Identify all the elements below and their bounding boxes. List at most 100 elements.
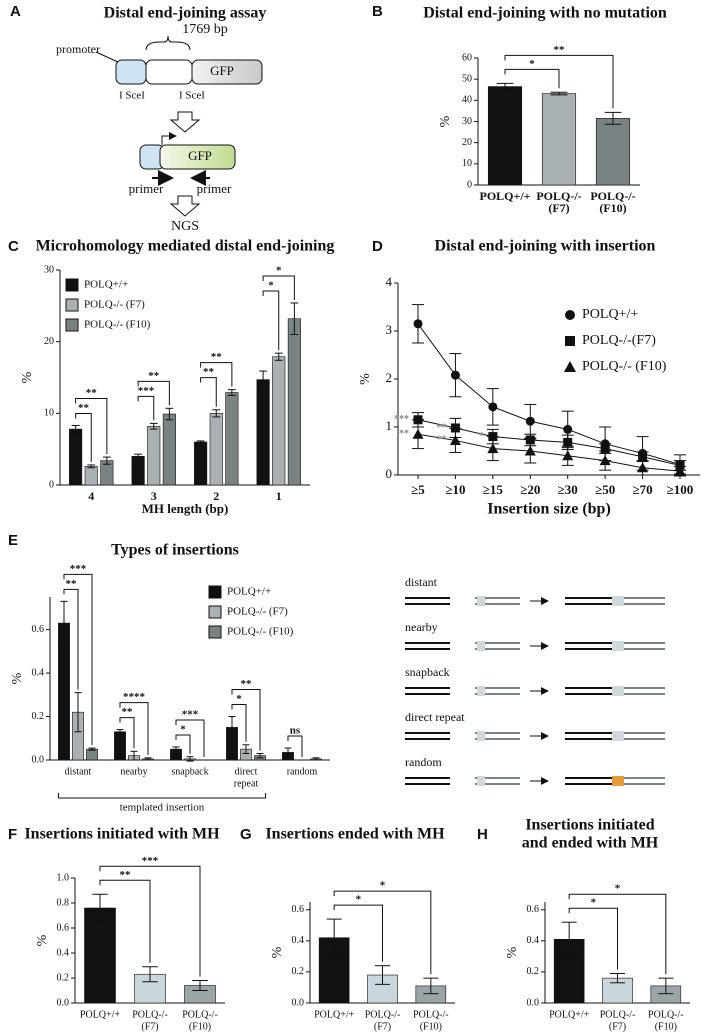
x-tick-label: POLQ-/- [590,189,635,203]
tss-arrow [161,132,177,145]
y-tick-label: 0.0 [32,754,45,765]
significance-bracket [137,380,170,406]
y-axis-label: % [35,934,50,946]
significance-bracket [119,702,149,755]
y-tick-label: 0.4 [527,935,540,946]
x-tick-label: POLQ-/- [132,1009,168,1020]
insert [612,686,624,696]
significance-label: * [380,880,386,892]
significance-bracket [99,879,151,963]
significance-label: ** [203,366,215,378]
significance-label: ** [66,578,78,590]
significance-label: *** [138,385,155,397]
x-tick-label: ≥70 [633,482,653,497]
chart-title: Distal end-joining with insertion [435,238,656,255]
significance-bracket [200,377,217,407]
legend-label: POLQ+/+ [227,586,271,598]
x-tick-label: nearby [120,766,147,777]
marker [525,416,535,426]
insert [612,641,624,651]
y-tick-label: 1 [386,418,393,433]
y-tick-label: 0 [467,179,472,190]
template [477,641,485,651]
y-tick-label: 30 [44,264,54,275]
y-tick-label: 20 [462,137,472,148]
x-tick-label: POLQ-/- [413,1009,449,1020]
marker [565,336,575,346]
panel-label: D [372,238,383,255]
y-axis-label: % [270,946,285,958]
panel-label: F [8,826,17,843]
chart-title: and ended with MH [522,835,659,852]
insert [612,776,624,786]
legend-swatch [208,585,222,599]
significance-label: ** [120,869,132,881]
marker [449,434,461,445]
legend-swatch [65,298,79,312]
x-tick-label: distant [65,766,92,777]
x-tick-label: ≥5 [411,482,425,497]
marker [565,310,575,320]
bar [86,748,98,761]
diagram-title: Distal end-joining assay [104,5,267,22]
primer-label: primer [197,181,232,196]
significance-label: ** [78,402,90,414]
x-tick-label: (F10) [420,1021,442,1032]
significance-label: ** [554,44,566,56]
marker [563,437,573,447]
significance-bracket [63,573,93,746]
primer-label: primer [129,181,164,196]
chart-title: Insertions initiated with MH [24,826,220,843]
legend-swatch [65,318,79,332]
x-tick-label: ≥10 [445,482,465,497]
x-tick-label: snapback [171,766,208,777]
bar [256,379,270,486]
x-tick-label: POLQ-/- [600,1009,636,1020]
legend-label: POLQ-/- (F10) [227,626,294,638]
bar [272,356,286,486]
marker [562,450,574,461]
significance-label: ** [211,351,223,363]
y-tick-label: 0.2 [292,966,305,977]
bar [131,456,145,486]
bar [367,974,398,1004]
x-tick-label: 1 [276,489,282,503]
marker [488,402,498,412]
panel-label: H [477,826,488,843]
gfp-label: GFP [210,63,234,78]
y-tick-label: 0.4 [57,947,70,958]
insertion-type-label: snapback [405,665,450,679]
significance-label: * [529,58,535,70]
insertion-type-label: nearby [405,620,438,634]
marker [412,428,424,439]
y-tick-label: 0.6 [57,922,70,933]
readout-label: NGS [171,219,199,234]
panel-label: G [240,826,252,843]
significance-label: * [356,894,362,906]
bar [114,731,126,761]
panel-label: C [8,238,19,255]
significance-label: ** [399,428,409,439]
significance-bracket [137,395,155,421]
y-tick-label: 40 [462,95,472,106]
x-tick-label: (F10) [655,1021,677,1032]
significance-bracket [262,290,280,351]
x-tick-label: ≥100 [667,482,694,497]
y-tick-label: 0.0 [292,997,305,1008]
x-tick-label: (F7) [374,1021,391,1032]
legend-label: POLQ-/- (F7) [227,606,288,618]
y-tick-label: 4 [386,274,393,289]
significance-bracket [200,362,233,387]
legend-label: POLQ-/- (F10) [582,359,667,374]
x-tick-label: ≥30 [558,482,578,497]
marker [450,370,460,380]
significance-label: *** [142,855,159,867]
y-tick-label: 1.0 [57,872,70,883]
legend-label: POLQ-/- (F10) [84,319,151,331]
bar [162,413,176,486]
significance-label: *** [394,414,409,425]
significance-label: **** [123,691,146,703]
x-axis-label: MH length (bp) [142,501,229,516]
y-tick-label: 50 [462,73,472,84]
